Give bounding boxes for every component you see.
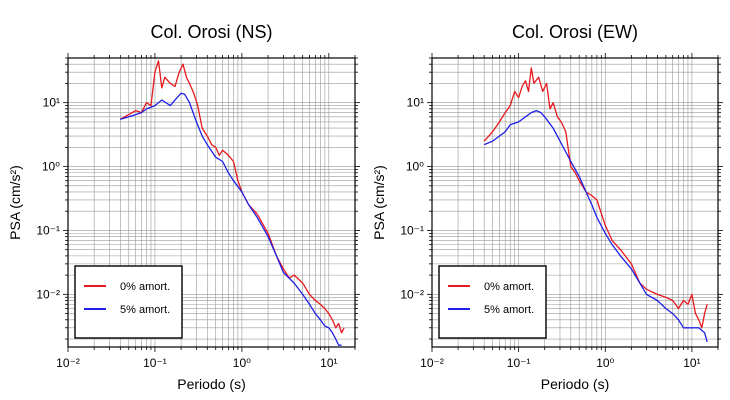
y-axis-label: PSA (cm/s²) — [7, 165, 23, 240]
axis-ticks — [63, 53, 360, 352]
x-tick-label: 10⁰ — [596, 356, 614, 370]
chart-panel-1: 10⁻² 10⁻¹ 10⁰ 10¹ 10⁻² 10⁻¹ 10⁰ 10¹ Col. Orosi (… — [7, 22, 360, 392]
y-tick-label: 10⁰ — [42, 160, 60, 174]
y-tick-label: 10¹ — [43, 96, 60, 110]
legend-box — [74, 265, 183, 339]
legend-label: 5% amort. — [120, 304, 170, 316]
legend: 0% amort. 5% amort. — [74, 265, 183, 339]
legend-label: 5% amort. — [484, 304, 534, 316]
y-axis-label: PSA (cm/s²) — [371, 165, 387, 240]
series-line-amort-0 — [483, 67, 708, 329]
y-tick-label: 10¹ — [407, 96, 424, 110]
plot-frame — [431, 57, 719, 348]
x-tick-label: 10⁰ — [233, 356, 251, 370]
y-tick-label: 10⁻¹ — [36, 223, 60, 237]
x-axis-label: Periodo (s) — [541, 376, 609, 392]
legend-label: 0% amort. — [120, 281, 170, 293]
x-tick-label: 10⁻¹ — [143, 356, 167, 370]
legend: 0% amort. 5% amort. — [438, 265, 547, 339]
x-tick-label: 10⁻² — [420, 356, 444, 370]
x-axis-label: Periodo (s) — [177, 376, 245, 392]
y-tick-label: 10⁰ — [406, 160, 424, 174]
axis-ticks — [427, 53, 723, 352]
grid — [67, 57, 356, 347]
chart-title: Col. Orosi (EW) — [512, 22, 638, 42]
x-tick-label: 10⁻¹ — [507, 356, 531, 370]
chart-title: Col. Orosi (NS) — [150, 22, 272, 42]
x-tick-label: 10¹ — [320, 356, 337, 370]
legend-label: 0% amort. — [484, 281, 534, 293]
y-tick-label: 10⁻² — [36, 287, 60, 301]
plot-frame — [67, 57, 356, 348]
legend-box — [438, 265, 547, 339]
series-line-amort-0 — [119, 60, 345, 334]
chart-panel-2: 10⁻² 10⁻¹ 10⁰ 10¹ 10⁻² 10⁻¹ 10⁰ 10¹ Col. Orosi (… — [371, 22, 723, 392]
series-line-amort-5 — [483, 109, 708, 343]
x-tick-label: 10¹ — [683, 356, 700, 370]
y-tick-label: 10⁻² — [400, 287, 424, 301]
series-line-amort-5 — [120, 92, 342, 346]
y-tick-label: 10⁻¹ — [400, 223, 424, 237]
x-tick-label: 10⁻² — [56, 356, 80, 370]
